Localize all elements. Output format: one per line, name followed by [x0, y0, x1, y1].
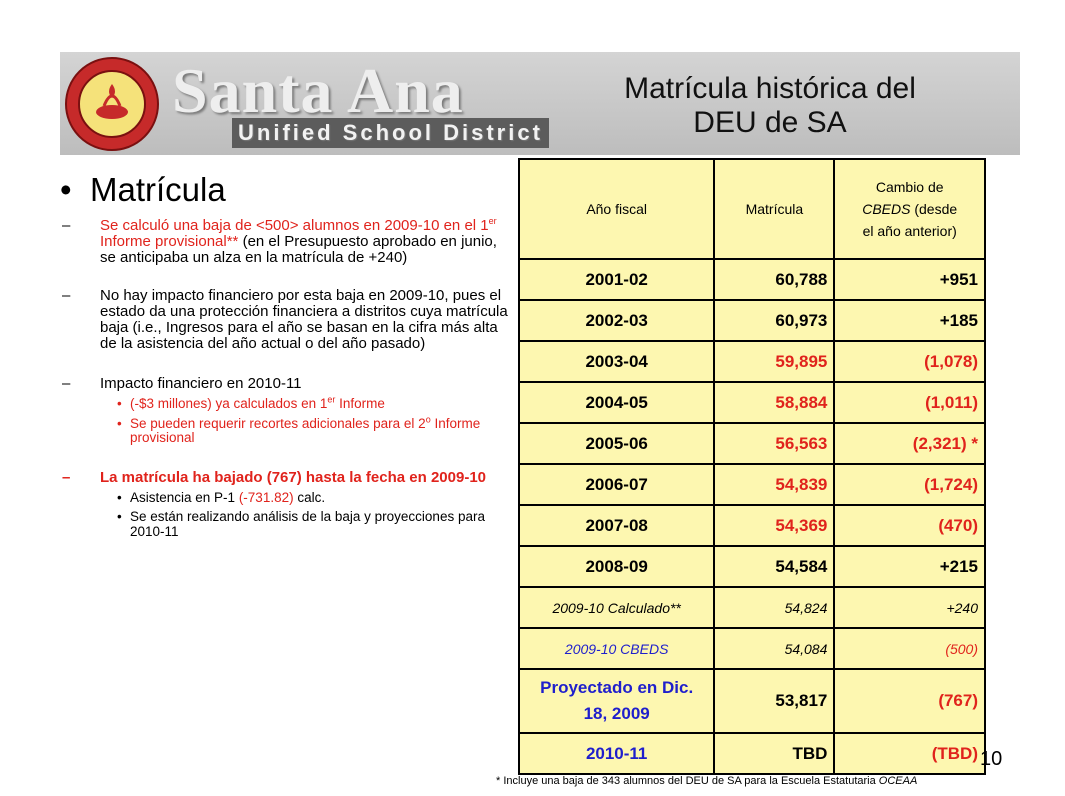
table-row: 2008-09 54,584 +215 — [519, 546, 985, 587]
footnote: * Incluye una baja de 343 alumnos del DE… — [496, 775, 917, 787]
header-enrollment: Matrícula — [714, 159, 834, 259]
table-row: 2002-03 60,973 +185 — [519, 300, 985, 341]
table-row: 2005-06 56,563 (2,321) * — [519, 423, 985, 464]
header-change: Cambio de CBEDS (desde el año anterior) — [834, 159, 985, 259]
table-row: 2009-10 Calculado** 54,824 +240 — [519, 587, 985, 628]
table-row: 2009-10 CBEDS 54,084 (500) — [519, 628, 985, 669]
enrollment-table: Año fiscal Matrícula Cambio de CBEDS (de… — [518, 158, 986, 775]
sub-bullet-attendance: • Asistencia en P-1 (-731.82) calc. — [60, 491, 510, 506]
header-fiscal-year: Año fiscal — [519, 159, 714, 259]
bullet-enrollment-down: – La matrícula ha bajado (767) hasta la f… — [60, 470, 510, 486]
page-number: 10 — [980, 748, 1002, 771]
bullet-financial-impact: – Impacto financiero en 2010-11 — [60, 376, 510, 392]
bullet-no-impact: – No hay impacto financiero por esta baja… — [60, 288, 510, 352]
bullet-section: • Matrícula – Se calculó una baja de <500… — [60, 170, 510, 539]
district-seal-logo — [64, 56, 160, 152]
table-row: 2001-02 60,788 +951 — [519, 259, 985, 300]
section-heading: • Matrícula — [60, 170, 510, 210]
table-header-row: Año fiscal Matrícula Cambio de CBEDS (de… — [519, 159, 985, 259]
table-row: Proyectado en Dic. 18, 2009 53,817 (767) — [519, 669, 985, 733]
table-row: 2006-07 54,839 (1,724) — [519, 464, 985, 505]
table-row: 2007-08 54,369 (470) — [519, 505, 985, 546]
page-title: Matrícula histórica del DEU de SA — [560, 72, 980, 140]
sub-bullet-3-million: • (-$3 millones) ya calculados en 1er Inf… — [60, 397, 510, 412]
table-row: 2003-04 59,895 (1,078) — [519, 341, 985, 382]
bullet-estimated-drop: – Se calculó una baja de <500> alumnos e… — [60, 218, 510, 266]
sub-bullet-additional-cuts: • Se pueden requerir recortes adicionales… — [60, 417, 510, 446]
sub-bullet-analysis: • Se están realizando análisis de la baja… — [60, 510, 510, 539]
table-row: 2004-05 58,884 (1,011) — [519, 382, 985, 423]
table-row: 2010-11 TBD (TBD) — [519, 733, 985, 774]
logo-subtitle: Unified School District — [232, 118, 549, 148]
